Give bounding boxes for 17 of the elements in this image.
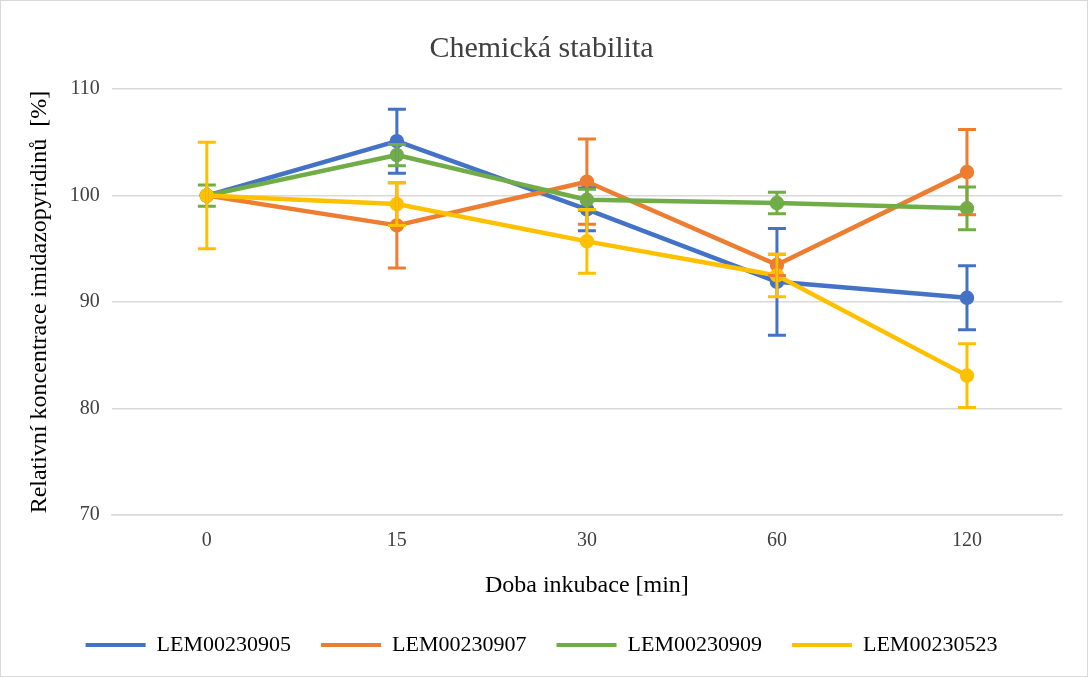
x-tick-label: 0 [201,528,212,551]
y-tick-label: 100 [69,182,100,205]
y-tick-label: 110 [70,76,100,99]
y-axis-title: Relativní koncentrace imidazopyridinů [%] [24,90,51,514]
x-tick-label: 60 [766,528,787,551]
x-axis-title: Doba inkubace [min] [484,570,689,597]
legend-label: LEM00230905 [156,630,292,656]
x-tick-label: 30 [576,528,597,551]
y-tick-label: 70 [79,502,100,525]
legend-label: LEM00230907 [392,630,527,656]
legend-label: LEM00230523 [862,630,998,656]
chart-title: Chemická stabilita [429,29,654,63]
legend-label: LEM00230909 [627,630,762,656]
x-tick-label: 15 [386,528,407,551]
y-tick-label: 90 [79,289,100,312]
x-tick-label: 120 [951,528,982,551]
y-tick-label: 80 [79,395,100,418]
